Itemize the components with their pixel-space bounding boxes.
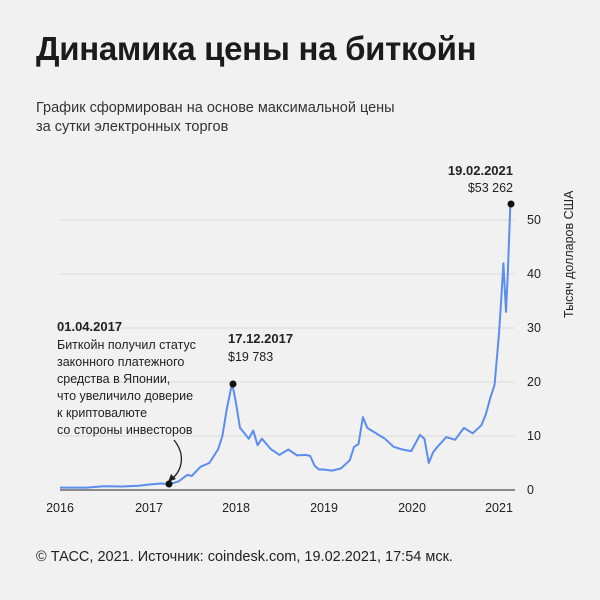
x-tick-2020: 2020 [398, 501, 426, 515]
japan-marker [165, 480, 173, 488]
source-footer: © ТАСС, 2021. Источник: coindesk.com, 19… [36, 549, 453, 565]
japan-annotation: 01.04.2017 Биткойн получил статус законн… [57, 319, 196, 488]
y-tick-0: 0 [527, 483, 534, 497]
peak-2017-annotation: 17.12.2017 $19 783 [228, 331, 293, 388]
y-tick-50: 50 [527, 213, 541, 227]
price-line [60, 202, 512, 489]
peak-2021-annotation: 19.02.2021 $53 262 [448, 163, 515, 208]
x-tick-labels: 2016 2017 2018 2019 2020 2021 [46, 501, 513, 515]
peak-2021-value: $53 262 [468, 181, 513, 195]
japan-line-5: к криптовалюте [57, 406, 147, 420]
subtitle-line-2: за сутки электронных торгов [36, 119, 229, 135]
japan-date: 01.04.2017 [57, 319, 122, 334]
x-tick-2018: 2018 [222, 501, 250, 515]
y-tick-30: 30 [527, 321, 541, 335]
peak-2017-date: 17.12.2017 [228, 331, 293, 346]
chart-title: Динамика цены на биткойн [36, 30, 477, 67]
japan-line-4: что увеличило доверие [57, 389, 193, 403]
peak-2017-value: $19 783 [228, 350, 273, 364]
peak-2021-marker [507, 200, 515, 208]
x-tick-2017: 2017 [135, 501, 163, 515]
x-tick-2016: 2016 [46, 501, 74, 515]
chart-subtitle: График сформирован на основе максимально… [36, 99, 456, 137]
subtitle-line-1: График сформирован на основе максимально… [36, 100, 395, 116]
arrow-icon [171, 439, 182, 480]
peak-2021-date: 19.02.2021 [448, 163, 513, 178]
y-tick-labels: 0 10 20 30 40 50 [527, 213, 541, 497]
y-tick-20: 20 [527, 375, 541, 389]
x-tick-2021: 2021 [485, 501, 513, 515]
japan-line-2: законного платежного [57, 355, 184, 369]
japan-line-6: со стороны инвесторов [57, 423, 193, 437]
arrow-head-icon [168, 474, 176, 482]
peak-2017-marker [229, 380, 237, 388]
japan-line-3: средства в Японии, [57, 372, 170, 386]
japan-line-1: Биткойн получил статус [57, 338, 196, 352]
y-tick-10: 10 [527, 429, 541, 443]
x-tick-2019: 2019 [310, 501, 338, 515]
y-tick-40: 40 [527, 267, 541, 281]
y-axis-label: Тысяч долларов США [562, 190, 576, 318]
grid [60, 219, 515, 437]
